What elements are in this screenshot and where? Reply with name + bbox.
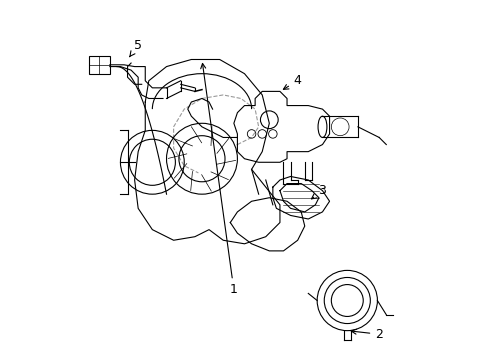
Text: 1: 1: [200, 63, 237, 296]
Bar: [88, 56, 110, 74]
Text: 4: 4: [283, 74, 301, 89]
Text: 3: 3: [311, 184, 326, 199]
Text: 5: 5: [129, 39, 142, 57]
Text: 2: 2: [350, 328, 382, 341]
